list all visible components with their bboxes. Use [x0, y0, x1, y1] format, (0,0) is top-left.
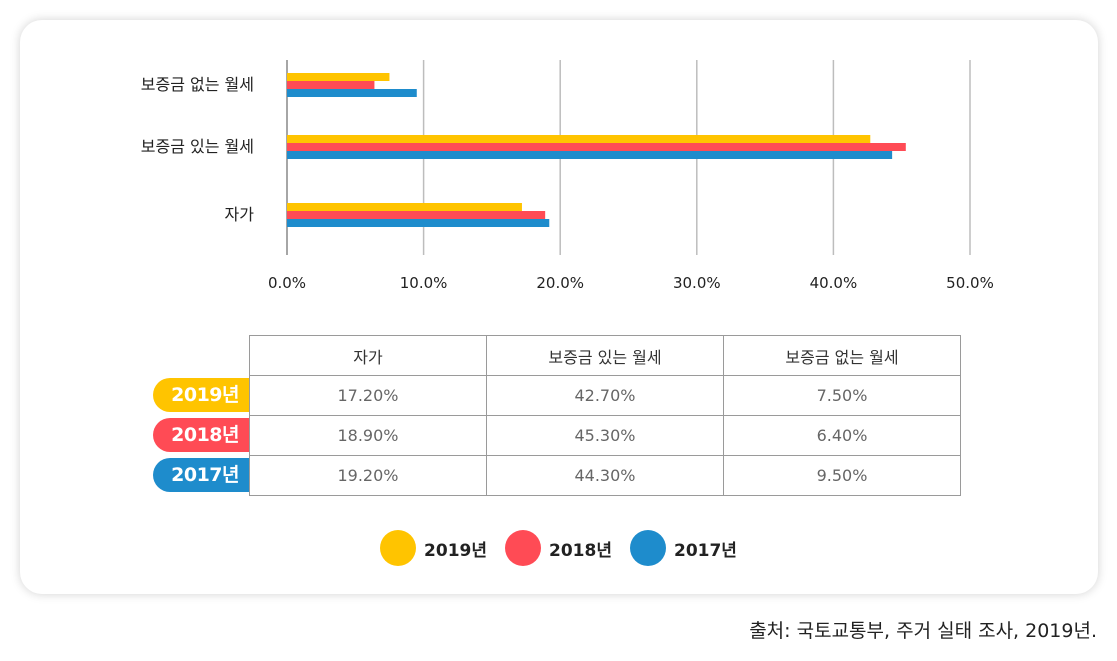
legend-label: 2018년 [549, 540, 612, 561]
legend-item: 2018년 [505, 530, 612, 566]
x-tick-label: 50.0% [946, 274, 994, 292]
row-label-badge: 2019년 [153, 378, 249, 412]
row-label-badge: 2018년 [153, 418, 249, 452]
table-row: 19.20% 44.30% 9.50% [249, 455, 961, 496]
category-label: 보증금 있는 월세 [141, 137, 254, 156]
bar [287, 89, 417, 97]
category-label: 보증금 없는 월세 [141, 75, 254, 94]
table-cell: 17.20% [249, 375, 487, 416]
table-cell: 6.40% [723, 415, 961, 456]
bar [287, 151, 893, 159]
legend-item: 2017년 [629, 530, 737, 566]
legend-item: 2019년 [380, 530, 487, 566]
table-cell: 19.20% [249, 455, 487, 496]
chart-card [20, 20, 1098, 594]
bar [287, 73, 390, 81]
bar [287, 219, 550, 227]
table-row: 18.90% 45.30% 6.40% [249, 415, 961, 456]
legend-label: 2019년 [424, 540, 488, 561]
legend-swatch-icon [629, 530, 666, 566]
bar [287, 203, 522, 211]
data-table: 자가 보증금 있는 월세 보증금 없는 월세 17.20% 42.70% 7.5… [249, 335, 961, 496]
legend-swatch-icon [505, 530, 542, 566]
category-label: 자가 [225, 205, 255, 224]
table-cell: 42.70% [486, 375, 724, 416]
table-header-cell: 보증금 있는 월세 [486, 335, 724, 376]
x-tick-label: 0.0% [268, 274, 306, 292]
row-label-badge: 2017년 [153, 458, 249, 492]
x-tick-label: 40.0% [810, 274, 858, 292]
bar-chart: 0.0% 10.0% 20.0% 30.0% 40.0% 50.0% 보증금 없는 월세보증… [141, 60, 994, 292]
legend-label: 2017년 [673, 540, 737, 561]
table-cell: 9.50% [723, 455, 961, 496]
bar [287, 135, 871, 143]
bar [287, 143, 906, 151]
table-cell: 45.30% [486, 415, 724, 456]
table-row: 17.20% 42.70% 7.50% [249, 375, 961, 416]
table-cell: 44.30% [486, 455, 724, 496]
x-tick-label: 20.0% [536, 274, 584, 292]
bar [287, 211, 546, 219]
table-cell: 18.90% [249, 415, 487, 456]
legend-swatch-icon [380, 530, 417, 566]
x-tick-label: 10.0% [400, 274, 448, 292]
x-tick-label: 30.0% [673, 274, 721, 292]
bar [287, 81, 375, 89]
source-note: 출처: 국토교통부, 주거 실태 조사, 2019년. [749, 620, 1097, 642]
table-header-row: 자가 보증금 있는 월세 보증금 없는 월세 [249, 335, 961, 376]
table-header-cell: 자가 [249, 335, 487, 376]
table-header-cell: 보증금 없는 월세 [723, 335, 961, 376]
legend: 2019년 2018년 2017년 [0, 530, 1117, 566]
table-cell: 7.50% [723, 375, 961, 416]
